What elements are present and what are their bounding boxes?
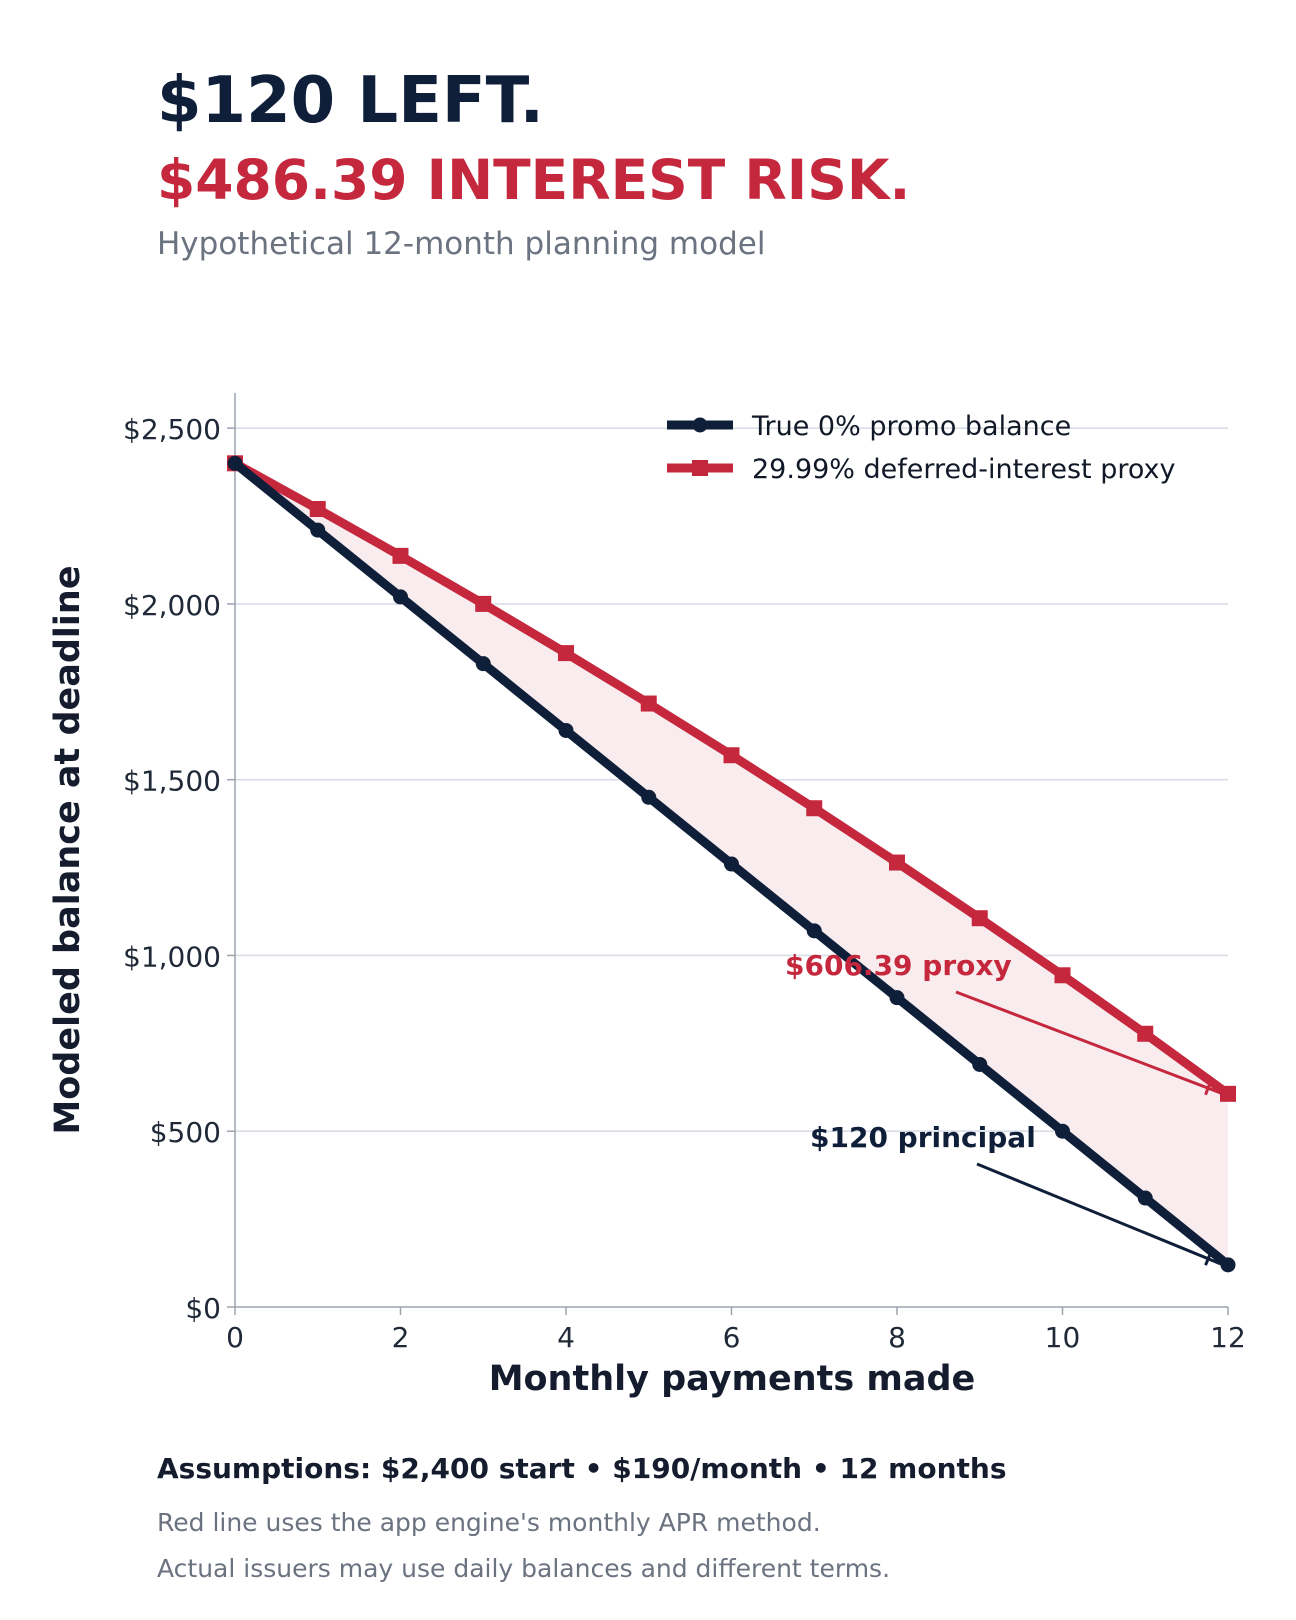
x-tick-label: 0 — [226, 1321, 244, 1354]
annotation-arrowhead — [1204, 1249, 1225, 1266]
promo-point — [475, 656, 491, 672]
x-axis-ticks: 0 2 4 6 8 10 12 — [226, 1307, 1246, 1354]
method-note: Red line uses the app engine's monthly A… — [157, 1508, 821, 1537]
promo-point — [1137, 1190, 1153, 1206]
proxy-point — [392, 547, 409, 564]
y-tick-label: $1,500 — [123, 765, 221, 798]
annotation-arrow — [976, 1162, 1224, 1267]
x-tick-label: 8 — [888, 1321, 906, 1354]
x-axis-label: Monthly payments made — [489, 1359, 976, 1399]
promo-point — [806, 923, 822, 939]
promo-point — [227, 455, 243, 471]
y-axis-ticks: $0 $500 $1,000 $1,500 $2,000 $2,500 — [123, 413, 235, 1325]
headline-balance: $120 LEFT. — [157, 64, 544, 138]
proxy-point — [1137, 1025, 1154, 1042]
promo-point — [558, 722, 574, 738]
proxy-point — [475, 595, 492, 612]
headline-interest: $486.39 INTEREST RISK. — [157, 148, 911, 212]
y-tick-label: $1,000 — [123, 940, 221, 973]
annotation-arrowhead — [1204, 1078, 1225, 1096]
promo-point — [1055, 1123, 1070, 1139]
promo-point — [641, 789, 657, 805]
y-tick-label: $2,500 — [123, 413, 221, 446]
x-tick-label: 2 — [392, 1321, 410, 1354]
issuer-note: Actual issuers may use daily balances an… — [157, 1554, 891, 1583]
y-tick-label: $2,000 — [123, 589, 221, 622]
legend-marker — [692, 460, 708, 476]
legend-label: True 0% promo balance — [751, 411, 1071, 442]
y-tick-label: $0 — [185, 1292, 221, 1325]
proxy-point — [723, 747, 740, 764]
promo-point — [1220, 1257, 1236, 1273]
balance-chart: $0 $500 $1,000 $1,500 $2,000 $2,500 0 2 4 6 8 10 12… — [48, 393, 1246, 1399]
proxy-point — [558, 645, 574, 662]
annotations: $606.39 proxy $120 principal — [785, 949, 1225, 1267]
x-tick-label: 10 — [1045, 1321, 1081, 1354]
legend: True 0% promo balance 29.99% deferred-int… — [667, 411, 1176, 485]
proxy-point — [1220, 1085, 1236, 1102]
proxy-point — [640, 695, 657, 712]
x-tick-label: 4 — [557, 1321, 575, 1354]
promo-point — [889, 990, 905, 1006]
x-tick-label: 6 — [723, 1321, 741, 1354]
promo-point — [310, 522, 326, 538]
promo-point — [972, 1056, 988, 1072]
y-axis-label: Modeled balance at deadline — [48, 565, 88, 1134]
annotation-arrow — [955, 990, 1224, 1096]
legend-marker — [692, 417, 708, 433]
proxy-point — [806, 800, 823, 817]
proxy-point — [971, 910, 988, 927]
y-tick-label: $500 — [150, 1116, 221, 1149]
series-layer — [227, 455, 1236, 1273]
subtitle: Hypothetical 12-month planning model — [157, 226, 766, 262]
x-tick-label: 12 — [1210, 1321, 1246, 1354]
legend-label: 29.99% deferred-interest proxy — [752, 454, 1176, 485]
annotation-label: $606.39 proxy — [785, 949, 1012, 982]
proxy-point — [1054, 967, 1071, 984]
proxy-point — [889, 854, 905, 871]
proxy-point — [309, 501, 326, 518]
promo-point — [724, 856, 739, 872]
assumptions-text: Assumptions: $2,400 start • $190/month •… — [157, 1452, 1007, 1485]
promo-point — [393, 589, 408, 605]
annotation-label: $120 principal — [810, 1121, 1036, 1154]
